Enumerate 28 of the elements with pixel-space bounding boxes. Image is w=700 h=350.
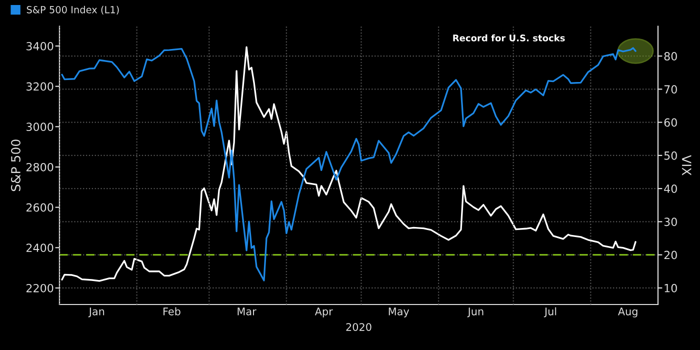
x-tick-label: Feb <box>164 307 180 316</box>
y2-tick-label: 50 <box>664 151 677 160</box>
y-tick-label: 2800 <box>26 162 54 172</box>
y2-tick-label: 70 <box>664 85 677 94</box>
annotation: Record for U.S. stocks <box>453 34 565 42</box>
y-axis-title: S&P 500 <box>11 140 20 192</box>
y2-tick-label: 60 <box>664 118 677 127</box>
y2-tick-label: 40 <box>664 184 677 193</box>
y-tick-label: 3200 <box>26 82 54 91</box>
y2-axis-title: VIX <box>682 155 692 176</box>
y2-tick-label: 30 <box>664 218 677 226</box>
x-tick-label: Jul <box>544 307 556 318</box>
x-tick-label: Jun <box>467 308 484 318</box>
legend-label: S&P 500 Index (L1) <box>26 6 119 15</box>
y2-tick-label: 10 <box>664 284 677 292</box>
x-tick-label: Jan <box>88 308 104 318</box>
y-tick-label: 2400 <box>26 244 54 252</box>
x-tick-label: May <box>388 308 410 318</box>
y-tick-label: 3400 <box>26 42 54 50</box>
y-tick-label: 2200 <box>26 284 54 292</box>
y-tick-label: 3000 <box>26 122 54 132</box>
y2-tick-label: 80 <box>664 52 677 60</box>
x-axis-title: 2020 <box>346 323 372 331</box>
x-tick-label: Aug <box>618 308 638 318</box>
y2-tick-label: 20 <box>664 250 677 260</box>
x-tick-label: Apr <box>314 308 333 318</box>
y-tick-label: 2600 <box>26 203 54 212</box>
x-tick-label: Mar <box>238 308 256 316</box>
